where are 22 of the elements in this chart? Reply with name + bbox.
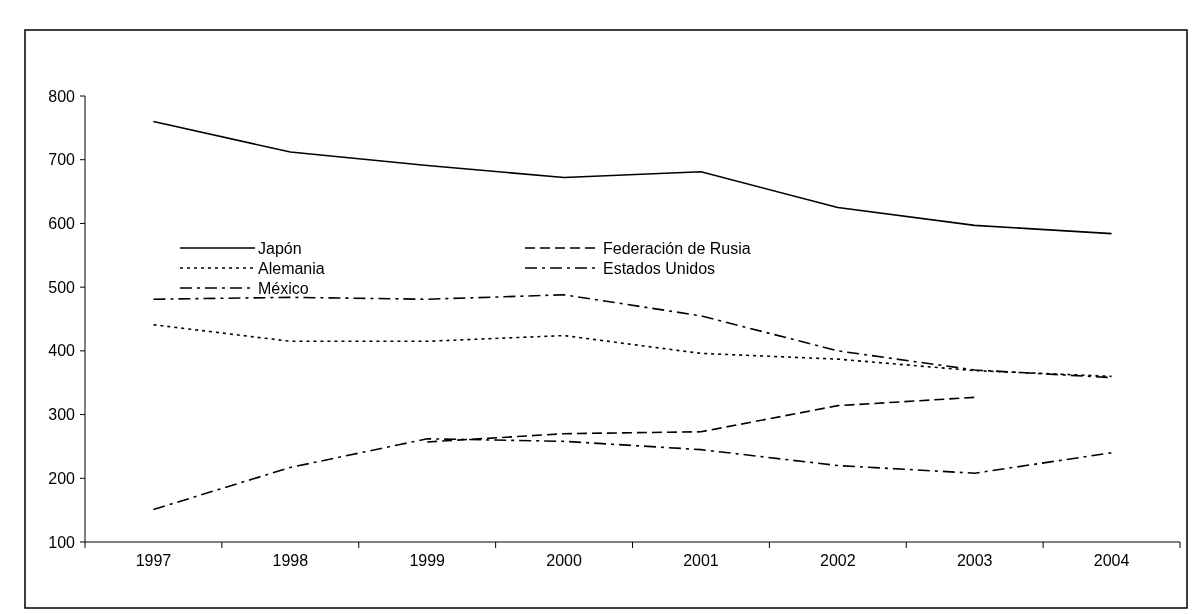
x-tick-label: 1999 bbox=[409, 552, 446, 569]
x-tick-label: 2004 bbox=[1093, 552, 1130, 569]
x-tick-label: 2002 bbox=[820, 552, 856, 569]
y-tick-label: 600 bbox=[48, 215, 76, 233]
y-tick-label: 700 bbox=[48, 151, 76, 169]
line-series bbox=[152, 120, 1113, 235]
y-tick-label: 200 bbox=[48, 469, 76, 487]
x-tick-label: 2001 bbox=[683, 552, 719, 569]
y-tick-label: 100 bbox=[48, 533, 76, 551]
y-tick-label: 300 bbox=[48, 406, 76, 424]
y-tick-label: 800 bbox=[48, 87, 76, 105]
x-tick-label: 2000 bbox=[546, 552, 582, 569]
x-tick-label: 1998 bbox=[272, 552, 309, 569]
legend-label: Federación de Rusia bbox=[603, 239, 751, 257]
y-tick-label: 500 bbox=[48, 278, 76, 296]
legend-label: México bbox=[258, 279, 309, 297]
legend-label: Japón bbox=[258, 239, 302, 257]
x-tick-label: 2003 bbox=[956, 552, 993, 569]
x-tick-label: 1997 bbox=[135, 552, 172, 569]
legend-label: Estados Unidos bbox=[603, 259, 716, 277]
y-tick-label: 400 bbox=[48, 342, 76, 360]
legend-label: Alemania bbox=[258, 259, 325, 277]
